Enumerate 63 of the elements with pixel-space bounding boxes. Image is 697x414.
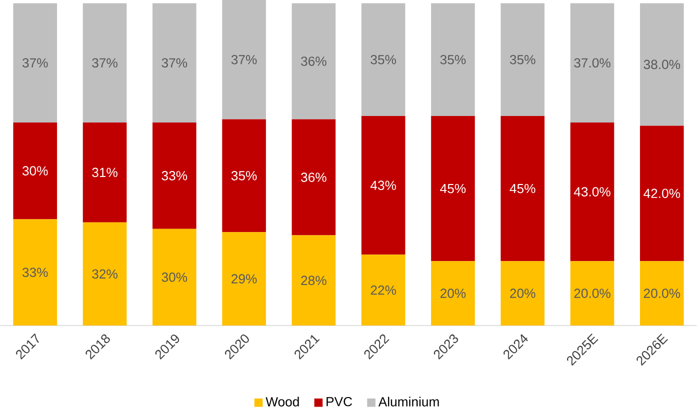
data-label: 36% [301, 56, 326, 66]
data-label: 30% [162, 272, 188, 282]
data-label: 43.0% [574, 186, 610, 196]
legend-label: Wood [266, 396, 299, 406]
data-label: 29% [232, 274, 257, 284]
bar [570, 122, 614, 261]
bar [82, 3, 127, 122]
data-label: 20.0% [574, 288, 610, 298]
bar [222, 0, 266, 120]
legend-label: Aluminium [378, 396, 439, 406]
legend-label: PVC [326, 396, 352, 406]
data-label: 35% [370, 54, 396, 64]
bar [500, 116, 545, 261]
bar [222, 119, 266, 232]
bar [570, 3, 614, 122]
data-label: 22% [370, 285, 396, 295]
data-label: 35% [231, 170, 257, 180]
bar [82, 122, 127, 222]
bar [292, 119, 336, 236]
data-label: 33% [22, 268, 48, 277]
data-label: 20% [510, 288, 536, 298]
data-label: 28% [301, 276, 326, 285]
bar [361, 3, 406, 116]
bar [13, 122, 58, 220]
data-label: 36% [301, 172, 326, 182]
data-label: 37% [231, 54, 257, 64]
data-label: 20% [440, 288, 466, 298]
data-label: 37% [162, 58, 188, 68]
bar [152, 228, 196, 326]
data-label: 38.0% [644, 60, 680, 69]
bar [13, 219, 58, 326]
bar [431, 116, 475, 261]
bar [431, 260, 475, 326]
data-label: 32% [92, 269, 118, 278]
data-label: 35% [440, 54, 466, 64]
bar [500, 3, 545, 116]
bar [222, 232, 266, 326]
bar [152, 3, 196, 122]
data-label: 37% [22, 58, 48, 68]
bar [152, 122, 196, 229]
data-label: 20.0% [644, 288, 680, 298]
data-label: 43% [370, 180, 396, 190]
bar [13, 3, 58, 122]
data-label: 45% [510, 184, 536, 194]
bar [640, 3, 684, 126]
data-label: 37% [92, 58, 118, 68]
data-label: 37.0% [574, 58, 610, 68]
bar [361, 116, 406, 254]
bar [292, 235, 336, 326]
bar [640, 260, 684, 326]
data-label: 31% [92, 168, 118, 177]
bar [431, 3, 475, 116]
data-label: 30% [22, 166, 48, 176]
data-label: 42.0% [644, 188, 680, 198]
data-label: 33% [162, 170, 188, 180]
bar [82, 222, 127, 326]
bar [640, 126, 684, 261]
data-label: 35% [510, 54, 536, 64]
bar [500, 260, 545, 326]
bar [361, 254, 406, 326]
bar [570, 260, 614, 326]
bar [292, 3, 336, 120]
data-label: 45% [440, 184, 466, 194]
